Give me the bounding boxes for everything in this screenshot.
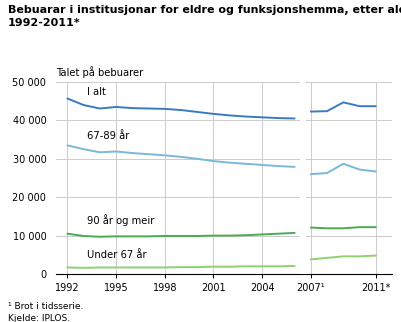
- Text: 90 år og meir: 90 år og meir: [87, 214, 154, 226]
- Text: Talet på bebuarer: Talet på bebuarer: [56, 66, 143, 78]
- Text: Kjelde: IPLOS.: Kjelde: IPLOS.: [8, 314, 70, 322]
- Text: 67-89 år: 67-89 år: [87, 131, 129, 141]
- Text: ¹ Brot i tidsserie.: ¹ Brot i tidsserie.: [8, 302, 83, 311]
- Text: 1992-2011*: 1992-2011*: [8, 18, 81, 28]
- Text: Under 67 år: Under 67 år: [87, 250, 146, 260]
- Text: Bebuarar i institusjonar for eldre og funksjonshemma, etter alder.: Bebuarar i institusjonar for eldre og fu…: [8, 5, 401, 15]
- Text: I alt: I alt: [87, 87, 106, 97]
